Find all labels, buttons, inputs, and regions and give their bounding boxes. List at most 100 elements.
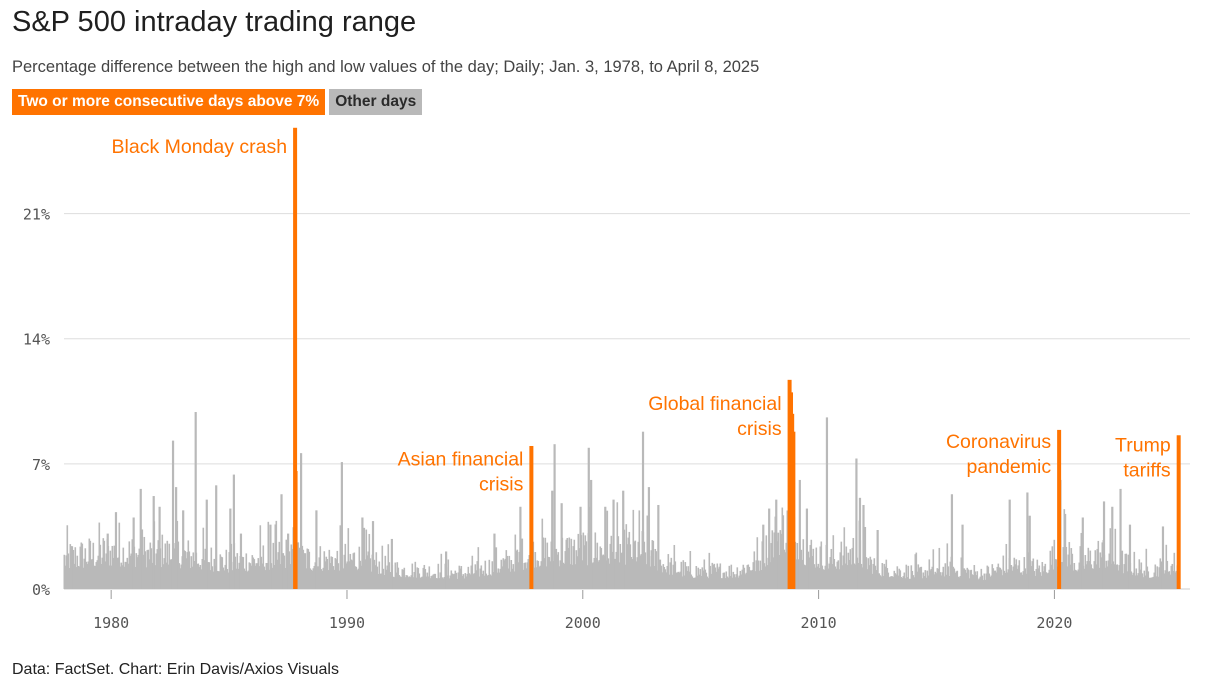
bar-other-day [640, 554, 643, 589]
bar-other-day [165, 562, 168, 589]
bar-other-day [684, 562, 687, 589]
bar-other-day [879, 575, 882, 589]
bar-other-day [1144, 575, 1147, 589]
bar-other-day [267, 521, 270, 589]
bar-other-day [598, 560, 601, 589]
bar-other-day [451, 573, 454, 589]
bar-other-day [402, 569, 405, 589]
bar-other-day [203, 560, 206, 589]
bar-other-day [633, 541, 636, 589]
bar-other-day [387, 544, 390, 589]
bar-other-day [352, 553, 355, 589]
bar-other-day [135, 553, 138, 589]
bar-other-day [677, 571, 680, 589]
bar-other-day [208, 562, 211, 589]
bar-other-day [740, 574, 743, 589]
bar-other-day [468, 573, 471, 589]
bar-other-day [302, 549, 305, 589]
bar-other-day [660, 565, 663, 589]
bar-other-day [632, 509, 635, 589]
bar-other-day [778, 555, 781, 589]
bar-other-day [212, 571, 215, 589]
bar-other-day [643, 541, 646, 589]
bar-other-day [424, 568, 427, 589]
bar-other-day [919, 567, 922, 589]
bar-other-day [884, 566, 887, 589]
bar-other-day [454, 570, 457, 589]
bar-series-highlight [293, 127, 1181, 589]
bar-other-spike [1119, 488, 1122, 589]
bar-other-day [513, 571, 516, 589]
bar-other-day [765, 535, 768, 589]
bar-other-day [197, 563, 200, 589]
bar-other-day [403, 567, 406, 589]
bar-other-day [213, 558, 216, 589]
bar-other-day [800, 549, 803, 589]
bar-other-spike [132, 517, 135, 589]
bar-other-day [559, 560, 562, 589]
bar-other-day [310, 569, 313, 589]
bar-other-day [730, 564, 733, 589]
y-axis: 0% 7% 14% 21% [23, 206, 50, 599]
bar-other-day [127, 563, 130, 589]
bar-other-day [404, 577, 407, 589]
bar-other-day [968, 578, 971, 589]
bar-other-day [864, 526, 867, 589]
bar-other-day [537, 560, 540, 589]
bar-other-day [347, 528, 350, 589]
bar-other-day [169, 559, 172, 589]
bar-other-day [430, 576, 433, 589]
bar-other-day [273, 565, 276, 589]
bar-other-day [420, 577, 423, 589]
bar-other-day [813, 564, 816, 589]
bar-other-day [978, 578, 981, 589]
bar-other-day [803, 564, 806, 589]
bar-other-day [1065, 546, 1068, 589]
bar-other-day [192, 552, 195, 589]
bar-other-day [473, 573, 476, 589]
bar-other-day [394, 562, 397, 589]
bar-other-day [751, 569, 754, 589]
bar-other-day [960, 557, 963, 589]
bar-other-day [713, 563, 716, 589]
bar-other-day [353, 552, 356, 589]
bar-other-day [1053, 539, 1056, 589]
bar-other-day [889, 576, 892, 589]
bar-other-day [847, 552, 850, 589]
bar-other-day [769, 562, 772, 589]
bar-other-day [416, 567, 419, 589]
bar-other-day [224, 564, 227, 589]
bar-other-day [449, 575, 452, 589]
bar-other-day [118, 522, 121, 589]
annotation-label: crisis [737, 418, 782, 440]
bar-other-day [682, 560, 685, 589]
bar-other-day [190, 556, 193, 589]
bar-other-day [128, 541, 131, 589]
bar-other-day [779, 530, 782, 589]
bar-other-day [370, 571, 373, 589]
bar-other-day [802, 539, 805, 589]
bar-other-day [902, 576, 905, 589]
bar-other-day [935, 573, 938, 589]
bar-other-day [983, 573, 986, 589]
bar-other-day [894, 573, 897, 589]
bar-other-day [833, 559, 836, 589]
bar-other-day [506, 555, 509, 589]
bar-other-day [1022, 571, 1025, 589]
bar-other-day [1091, 568, 1094, 589]
bar-other-day [490, 575, 493, 589]
bar-other-day [854, 564, 857, 589]
bar-other-spike [1161, 526, 1165, 589]
bar-other-day [757, 560, 760, 589]
bar-other-day [1151, 577, 1154, 589]
x-tick-label: 2000 [565, 614, 601, 632]
bar-other-day [1146, 566, 1149, 589]
bar-other-day [726, 576, 729, 589]
bar-other-spike [205, 499, 208, 589]
bar-other-day [712, 564, 715, 589]
bar-other-day [1095, 564, 1098, 589]
bar-other-day [540, 561, 543, 589]
bar-other-day [262, 545, 265, 589]
bar-other-day [897, 575, 900, 589]
bar-other-day [955, 571, 958, 589]
